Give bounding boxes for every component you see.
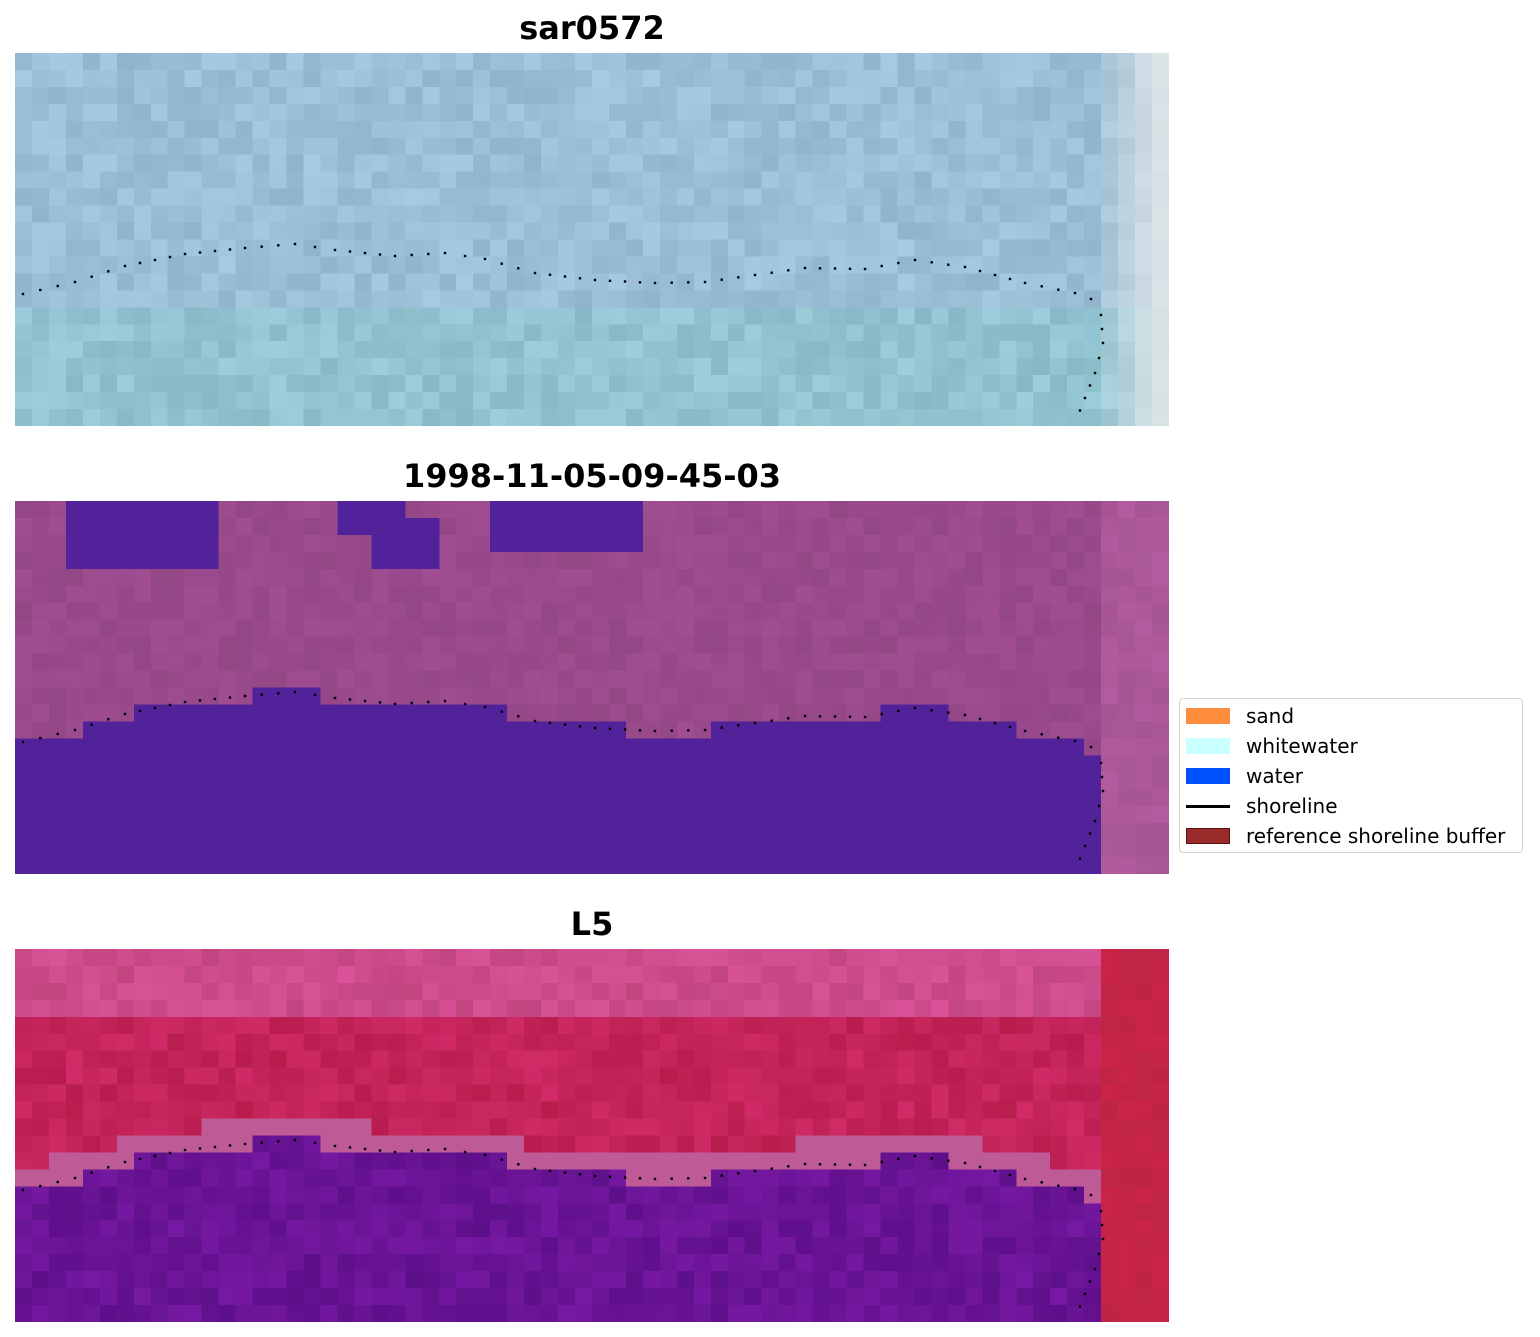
legend-item-buffer: reference shoreline buffer [1186, 824, 1505, 848]
panel-title-l5: L5 [570, 905, 614, 943]
shoreline-line-swatch [1186, 804, 1230, 808]
l5-image [15, 949, 1169, 1322]
shoreline-overlay [21, 690, 1105, 860]
panel-title-sar: sar0572 [519, 9, 665, 47]
classified-image [15, 501, 1169, 874]
legend-label: shoreline [1246, 794, 1338, 818]
legend: sand whitewater water shoreline referenc… [1179, 698, 1523, 853]
legend-item-whitewater: whitewater [1186, 734, 1358, 758]
shoreline-overlay [21, 242, 1105, 412]
legend-label: sand [1246, 704, 1295, 728]
legend-item-water: water [1186, 764, 1303, 788]
legend-label: reference shoreline buffer [1246, 824, 1506, 848]
image-panel-l5 [15, 949, 1169, 1322]
shoreline-overlay [21, 1138, 1105, 1308]
legend-item-sand: sand [1186, 704, 1294, 728]
buffer-swatch [1186, 828, 1230, 844]
legend-item-shoreline: shoreline [1186, 794, 1338, 818]
shoreline-dots [21, 242, 1105, 412]
image-panel-classified [15, 501, 1169, 874]
shoreline-dots [21, 1138, 1105, 1308]
water-swatch [1186, 768, 1230, 784]
legend-label: whitewater [1246, 734, 1358, 758]
whitewater-swatch [1186, 738, 1230, 754]
shoreline-dots [21, 690, 1105, 860]
legend-label: water [1246, 764, 1303, 788]
image-panel-sar [15, 53, 1169, 426]
sar-image [15, 53, 1169, 426]
sand-swatch [1186, 708, 1230, 724]
panel-title-date: 1998-11-05-09-45-03 [402, 457, 782, 495]
